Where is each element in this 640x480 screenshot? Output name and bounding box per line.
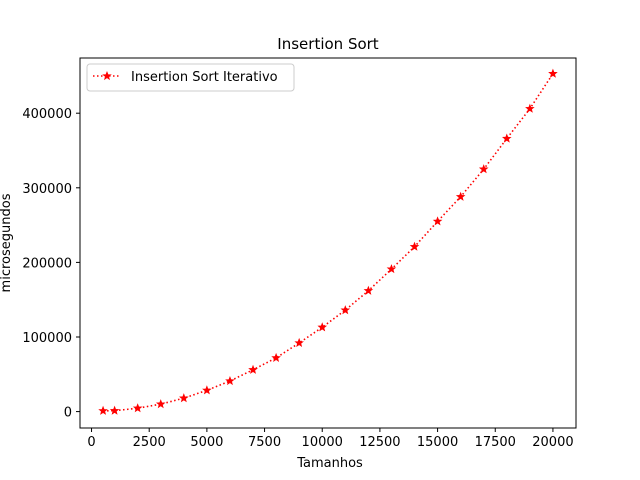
y-tick-label: 300000: [22, 182, 72, 197]
y-tick-label: 200000: [22, 256, 72, 271]
x-tick-label: 20000: [532, 435, 573, 450]
legend-marker: [102, 70, 112, 81]
y-tick-label: 100000: [22, 331, 72, 346]
x-tick-label: 10000: [302, 435, 343, 450]
data-point: [525, 103, 535, 113]
data-point: [98, 405, 108, 415]
data-point: [409, 241, 420, 251]
series-line: [103, 73, 554, 412]
data-point: [317, 322, 328, 332]
data-point: [225, 375, 235, 386]
data-point: [386, 264, 397, 274]
data-point: [202, 385, 212, 395]
data-point: [132, 403, 143, 413]
data-point: [109, 405, 120, 415]
data-point: [271, 352, 281, 362]
data-point: [179, 393, 189, 403]
data-point: [248, 364, 258, 374]
plot-area: [79, 57, 577, 429]
x-tick-label: 0: [87, 435, 95, 450]
data-point: [455, 191, 466, 201]
x-tick-label: 5000: [190, 435, 223, 450]
data-point: [502, 133, 512, 143]
data-point: [340, 305, 351, 315]
legend-label: Insertion Sort Iterativo: [131, 70, 278, 85]
x-tick-label: 17500: [475, 435, 516, 450]
legend-box: [86, 63, 295, 92]
x-tick-label: 7500: [248, 435, 281, 450]
y-tick-label: 400000: [22, 107, 72, 122]
data-point: [363, 285, 374, 295]
data-point: [294, 337, 304, 348]
y-axis: 0 100000 200000 300000 400000: [22, 107, 80, 421]
y-axis-label: microsegundos: [0, 193, 14, 292]
x-tick-label: 15000: [417, 435, 458, 450]
x-tick-label: 12500: [359, 435, 400, 450]
legend: Insertion Sort Iterativo: [86, 63, 295, 92]
chart-title: Insertion Sort: [277, 35, 379, 53]
series-layer: [98, 68, 558, 415]
data-point: [548, 68, 558, 78]
y-tick-label: 0: [64, 406, 72, 421]
x-axis-label: Tamanhos: [296, 456, 363, 471]
data-point: [155, 399, 166, 409]
data-point: [432, 216, 443, 226]
data-point: [478, 164, 489, 174]
x-axis: 0 2500 5000 7500 10000 12500 15000 17500 20000: [87, 428, 574, 450]
x-tick-label: 2500: [133, 435, 166, 450]
